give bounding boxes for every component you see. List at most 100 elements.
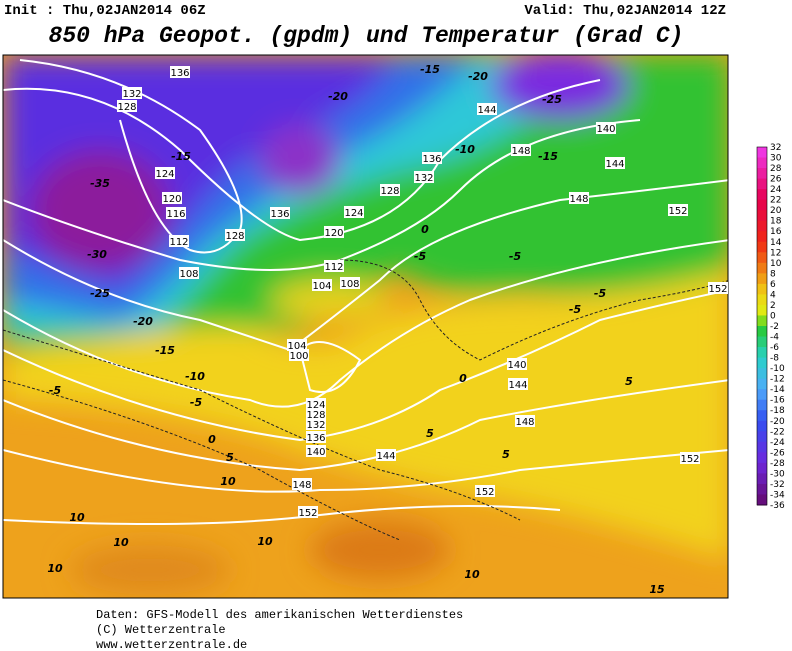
height-label-box xyxy=(122,87,142,99)
height-label: 128 xyxy=(225,231,244,242)
height-label-box xyxy=(179,267,199,279)
height-label-box xyxy=(170,66,190,78)
color-scale-segment xyxy=(757,389,767,401)
height-label: 128 xyxy=(306,410,325,421)
height-label-box xyxy=(511,144,531,156)
height-label: 140 xyxy=(507,360,526,371)
height-label: 116 xyxy=(166,209,185,220)
height-label: 144 xyxy=(477,105,496,116)
color-scale-segment xyxy=(757,378,767,390)
color-scale-segment xyxy=(757,410,767,422)
height-label: 128 xyxy=(117,102,136,113)
color-scale-segment xyxy=(757,168,767,180)
color-scale-label: -30 xyxy=(770,469,785,479)
color-scale-segment xyxy=(757,315,767,327)
height-label-box xyxy=(668,204,688,216)
color-scale-label: -36 xyxy=(770,501,785,511)
temperature-label: 5 xyxy=(426,427,434,440)
color-scale-label: 14 xyxy=(770,238,782,248)
temperature-label: 0 xyxy=(421,223,429,236)
temperature-label: -5 xyxy=(49,384,62,397)
color-scale-label: 8 xyxy=(770,269,776,279)
height-label-box xyxy=(166,207,186,219)
color-scale-label: 18 xyxy=(770,217,782,227)
init-time: Init : Thu,02JAN2014 06Z xyxy=(4,3,206,19)
temperature-label: 5 xyxy=(625,375,633,388)
height-label: 152 xyxy=(708,284,727,295)
height-label: 104 xyxy=(312,281,331,292)
color-scale-segment xyxy=(757,326,767,338)
height-label: 152 xyxy=(680,454,699,465)
height-label-box xyxy=(169,235,189,247)
temperature-label: -25 xyxy=(542,93,562,106)
height-label: 152 xyxy=(668,206,687,217)
height-label-box xyxy=(605,157,625,169)
height-label-box xyxy=(422,152,442,164)
height-label: 124 xyxy=(344,208,363,219)
height-label: 152 xyxy=(298,508,317,519)
color-scale-label: 26 xyxy=(770,175,782,185)
color-scale-label: -4 xyxy=(770,333,779,343)
temperature-label: -10 xyxy=(185,370,205,383)
temperature-label: 0 xyxy=(208,433,216,446)
height-label-box xyxy=(306,431,326,443)
color-scale-label: 28 xyxy=(770,164,782,174)
height-label: 144 xyxy=(508,380,527,391)
color-scale-segment xyxy=(757,252,767,264)
height-label-box xyxy=(117,100,137,112)
valid-time: Valid: Thu,02JAN2014 12Z xyxy=(524,3,726,19)
color-scale-segment xyxy=(757,483,767,495)
color-scale-segment xyxy=(757,462,767,474)
height-label: 108 xyxy=(179,269,198,280)
color-scale-segment xyxy=(757,231,767,243)
map-frame xyxy=(2,54,729,599)
height-label-box xyxy=(324,260,344,272)
color-scale-label: 16 xyxy=(770,227,782,237)
color-scale-label: -24 xyxy=(770,438,785,448)
height-label-box xyxy=(475,485,495,497)
height-label-box xyxy=(515,415,535,427)
color-scale-segment xyxy=(757,473,767,485)
height-label: 144 xyxy=(376,451,395,462)
height-label-box xyxy=(306,445,326,457)
isotherm-contours xyxy=(3,259,728,541)
temperature-label: 15 xyxy=(649,583,665,596)
height-label: 144 xyxy=(605,159,624,170)
height-label-box xyxy=(306,408,326,420)
height-label: 136 xyxy=(170,68,189,79)
temperature-label: -20 xyxy=(468,70,488,83)
temperature-label: -5 xyxy=(509,250,522,263)
color-scale-segment xyxy=(757,304,767,316)
color-scale-segment xyxy=(757,347,767,359)
height-label: 124 xyxy=(155,169,174,180)
height-label-box xyxy=(324,226,344,238)
color-scale-label: 32 xyxy=(770,143,781,153)
temperature-label: -5 xyxy=(569,303,582,316)
height-label-box xyxy=(306,418,326,430)
temperature-label: 10 xyxy=(257,535,273,548)
height-label-box xyxy=(155,167,175,179)
height-label: 112 xyxy=(169,237,188,248)
height-label-box xyxy=(380,184,400,196)
color-scale-label: 2 xyxy=(770,301,776,311)
color-scale-segment xyxy=(757,336,767,348)
temperature-label: 10 xyxy=(69,511,85,524)
color-scale-label: 22 xyxy=(770,196,781,206)
color-scale-segment xyxy=(757,199,767,211)
temperature-label: -5 xyxy=(190,396,203,409)
temperature-label: -5 xyxy=(594,287,607,300)
height-label-box xyxy=(292,478,312,490)
color-scale-segment xyxy=(757,399,767,411)
temperature-label: -30 xyxy=(87,248,107,261)
height-label: 140 xyxy=(596,124,615,135)
height-label-box xyxy=(287,339,307,351)
color-scale-label: -16 xyxy=(770,396,785,406)
height-label: 120 xyxy=(162,194,181,205)
map-area xyxy=(3,55,728,598)
temperature-label: 10 xyxy=(113,536,129,549)
temperature-label: -20 xyxy=(328,90,348,103)
color-scale-label: -2 xyxy=(770,322,779,332)
height-label-box xyxy=(340,277,360,289)
color-scale-segment xyxy=(757,283,767,295)
